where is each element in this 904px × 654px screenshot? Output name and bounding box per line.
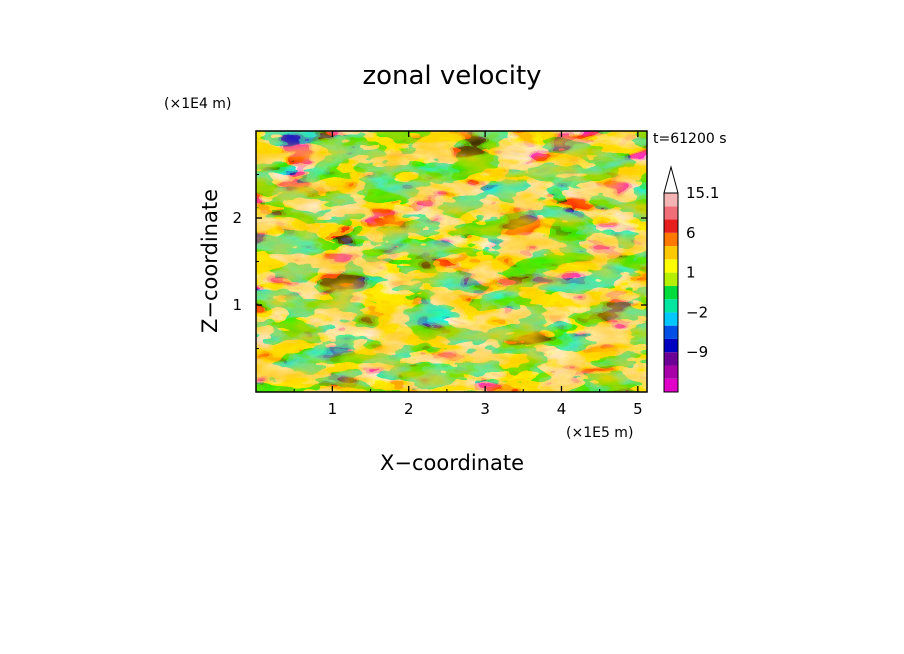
colorbar-swatch (664, 378, 678, 392)
colorbar-swatch (664, 246, 678, 260)
heatmap-field (256, 131, 647, 392)
y-tick-label: 1 (232, 296, 242, 314)
y-axis-label: Z−coordinate (198, 189, 222, 333)
x-axis-label: X−coordinate (380, 451, 524, 475)
colorbar-tick-label: 15.1 (686, 184, 719, 202)
colorbar-swatch (664, 232, 678, 247)
colorbar-frame (663, 192, 679, 393)
colorbar-tick-label: 1 (686, 264, 696, 282)
colorbar-swatch (664, 312, 678, 326)
colorbar-tick-label: 6 (686, 224, 696, 242)
colorbar-swatch (664, 206, 678, 220)
colorbar-swatch (664, 325, 678, 339)
y-axis: 12 (232, 174, 647, 349)
colorbar-swatch (664, 285, 678, 300)
colorbar-tick-label: −2 (686, 303, 708, 321)
x-axis: 1 2 3 4 5 (293, 131, 643, 418)
colorbar-tick-label: −9 (686, 343, 708, 361)
y-scale-note: (×1E4 m) (164, 96, 231, 112)
time-label: t=61200 s (653, 131, 727, 147)
colorbar (663, 165, 679, 393)
x-tick-label: 2 (404, 400, 414, 418)
y-tick-label: 2 (232, 209, 242, 227)
x-tick-label: 3 (480, 400, 490, 418)
colorbar-swatch (664, 299, 678, 313)
colorbar-swatch (664, 193, 678, 207)
colorbar-swatch (664, 272, 678, 286)
x-scale-note: (×1E5 m) (566, 425, 633, 441)
colorbar-extend-max (663, 165, 679, 194)
chart-title: zonal velocity (362, 61, 541, 91)
x-tick-label: 4 (557, 400, 567, 418)
colorbar-swatch (664, 352, 678, 366)
colorbar-swatch (664, 365, 678, 379)
x-tick-label: 1 (328, 400, 338, 418)
colorbar-swatch (664, 259, 678, 273)
colorbar-swatch (664, 338, 678, 353)
colorbar-labels: 15.1 6 1 −2 −9 (686, 184, 719, 361)
colorbar-swatch (664, 219, 678, 233)
x-tick-label: 5 (633, 400, 643, 418)
